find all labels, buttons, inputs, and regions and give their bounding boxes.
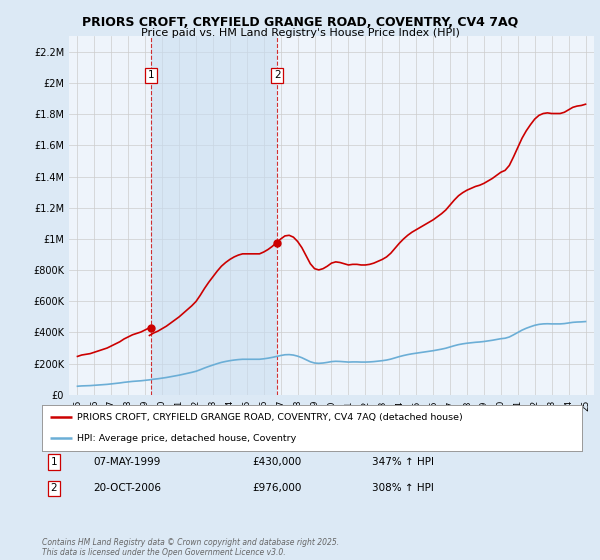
Text: £976,000: £976,000	[252, 483, 301, 493]
Text: £430,000: £430,000	[252, 457, 301, 467]
Text: 1: 1	[50, 457, 58, 467]
Text: 347% ↑ HPI: 347% ↑ HPI	[372, 457, 434, 467]
Text: 2: 2	[274, 71, 281, 80]
Text: PRIORS CROFT, CRYFIELD GRANGE ROAD, COVENTRY, CV4 7AQ (detached house): PRIORS CROFT, CRYFIELD GRANGE ROAD, COVE…	[77, 413, 463, 422]
Text: 20-OCT-2006: 20-OCT-2006	[93, 483, 161, 493]
Text: 07-MAY-1999: 07-MAY-1999	[93, 457, 160, 467]
Text: 308% ↑ HPI: 308% ↑ HPI	[372, 483, 434, 493]
Text: PRIORS CROFT, CRYFIELD GRANGE ROAD, COVENTRY, CV4 7AQ: PRIORS CROFT, CRYFIELD GRANGE ROAD, COVE…	[82, 16, 518, 29]
Bar	[151, 36, 277, 395]
Text: Price paid vs. HM Land Registry's House Price Index (HPI): Price paid vs. HM Land Registry's House …	[140, 28, 460, 38]
Text: Contains HM Land Registry data © Crown copyright and database right 2025.
This d: Contains HM Land Registry data © Crown c…	[42, 538, 339, 557]
Text: HPI: Average price, detached house, Coventry: HPI: Average price, detached house, Cove…	[77, 434, 296, 443]
Text: 2: 2	[50, 483, 58, 493]
Text: 1: 1	[148, 71, 154, 80]
